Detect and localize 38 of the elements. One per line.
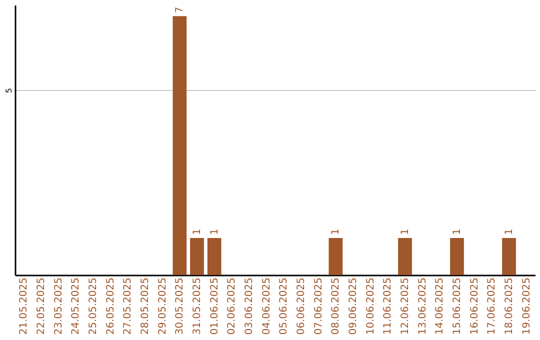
x-tick-label: 03.06.2025 bbox=[244, 278, 255, 335]
x-tick-label: 19.06.2025 bbox=[521, 278, 532, 335]
x-tick-label: 26.05.2025 bbox=[105, 278, 116, 335]
data-label: 7 bbox=[174, 6, 186, 14]
x-tick-label: 18.06.2025 bbox=[504, 278, 515, 335]
data-label: 1 bbox=[504, 228, 515, 236]
data-label: 1 bbox=[192, 228, 203, 236]
x-tick-label: 29.05.2025 bbox=[157, 278, 168, 335]
x-tick-label: 04.06.2025 bbox=[261, 278, 272, 335]
data-label: 1 bbox=[452, 228, 463, 236]
x-tick-label: 28.05.2025 bbox=[140, 278, 151, 335]
x-tick-label: 31.05.2025 bbox=[192, 278, 203, 335]
x-tick-label: 14.06.2025 bbox=[434, 278, 446, 335]
x-tick-label: 12.06.2025 bbox=[400, 278, 411, 335]
x-tick-label: 27.05.2025 bbox=[122, 278, 134, 335]
x-tick-label: 10.06.2025 bbox=[365, 278, 376, 335]
x-tick-label: 24.05.2025 bbox=[70, 278, 82, 335]
x-tick-label: 30.05.2025 bbox=[174, 278, 186, 335]
data-label: 1 bbox=[330, 228, 342, 236]
x-tick-label: 17.06.2025 bbox=[486, 278, 498, 335]
x-tick-label: 15.06.2025 bbox=[452, 278, 463, 335]
x-tick-label: 06.06.2025 bbox=[296, 278, 307, 335]
x-tick-label: 01.06.2025 bbox=[209, 278, 220, 335]
data-label: 1 bbox=[209, 228, 220, 236]
x-tick-label: 16.06.2025 bbox=[469, 278, 480, 335]
data-label: 1 bbox=[400, 228, 411, 236]
x-tick-label: 05.06.2025 bbox=[278, 278, 290, 335]
x-tick-label: 09.06.2025 bbox=[348, 278, 359, 335]
y-tick-label: 5 bbox=[4, 88, 14, 94]
x-tick-label: 07.06.2025 bbox=[313, 278, 324, 335]
x-tick-label: 02.06.2025 bbox=[226, 278, 238, 335]
x-tick-label: 11.06.2025 bbox=[382, 278, 394, 335]
x-tick-label: 21.05.2025 bbox=[18, 278, 30, 335]
x-tick-label: 22.05.2025 bbox=[36, 278, 47, 335]
x-tick-label: 13.06.2025 bbox=[417, 278, 428, 335]
x-tick-label: 23.05.2025 bbox=[53, 278, 64, 335]
x-tick-label: 25.05.2025 bbox=[88, 278, 99, 335]
x-tick-label: 08.06.2025 bbox=[330, 278, 342, 335]
